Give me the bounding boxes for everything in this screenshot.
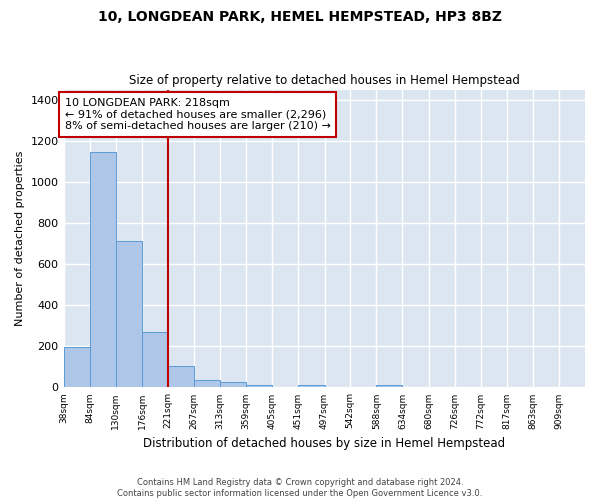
Bar [167,366,194,388]
Bar [246,384,272,388]
Bar [142,332,167,388]
Bar [194,380,220,388]
Bar [376,384,403,388]
Bar [298,384,325,388]
Bar [220,382,246,388]
Bar [116,240,142,388]
Y-axis label: Number of detached properties: Number of detached properties [15,151,25,326]
X-axis label: Distribution of detached houses by size in Hemel Hempstead: Distribution of detached houses by size … [143,437,505,450]
Text: Contains HM Land Registry data © Crown copyright and database right 2024.
Contai: Contains HM Land Registry data © Crown c… [118,478,482,498]
Bar [89,152,116,388]
Text: 10 LONGDEAN PARK: 218sqm
← 91% of detached houses are smaller (2,296)
8% of semi: 10 LONGDEAN PARK: 218sqm ← 91% of detach… [65,98,331,131]
Text: 10, LONGDEAN PARK, HEMEL HEMPSTEAD, HP3 8BZ: 10, LONGDEAN PARK, HEMEL HEMPSTEAD, HP3 … [98,10,502,24]
Bar [64,348,89,388]
Title: Size of property relative to detached houses in Hemel Hempstead: Size of property relative to detached ho… [129,74,520,87]
